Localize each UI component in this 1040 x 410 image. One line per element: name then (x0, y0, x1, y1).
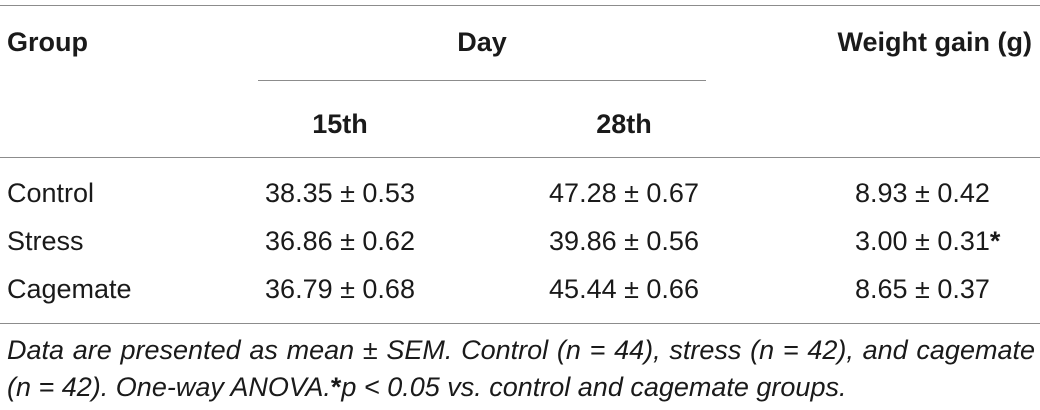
footnote-asterisk: * (330, 372, 342, 402)
footnote-text-before: Data are presented as mean ± SEM. Contro… (7, 335, 1035, 402)
row-control-day15: 38.35 ± 0.53 (265, 178, 415, 208)
row-stress-significance-mark: * (989, 226, 1001, 256)
day-span-rule (258, 80, 706, 81)
header-weight-gain: Weight gain (g) (837, 27, 1032, 57)
row-stress-weight-gain-value: 3.00 ± 0.31 (855, 226, 990, 256)
header-day-15: 15th (312, 109, 368, 139)
row-control-group: Control (7, 178, 95, 208)
row-control-day28: 47.28 ± 0.67 (549, 178, 699, 208)
row-control-weight-gain: 8.93 ± 0.42 (855, 177, 1005, 209)
row-cagemate-weight-gain-value: 8.65 ± 0.37 (855, 274, 990, 304)
header-day: Day (457, 27, 507, 57)
row-control-weight-gain-value: 8.93 ± 0.42 (855, 178, 990, 208)
row-stress-group: Stress (7, 226, 84, 256)
table-bottom-rule (0, 323, 1040, 324)
footnote-text-after: p < 0.05 vs. control and cagemate groups… (341, 372, 847, 402)
row-cagemate-weight-gain: 8.65 ± 0.37 (855, 273, 1005, 305)
header-group: Group (7, 27, 88, 57)
row-cagemate-day15: 36.79 ± 0.68 (265, 274, 415, 304)
row-stress-weight-gain: 3.00 ± 0.31* (855, 225, 1005, 257)
row-cagemate-day28: 45.44 ± 0.66 (549, 274, 699, 304)
table-footnote: Data are presented as mean ± SEM. Contro… (7, 332, 1035, 406)
row-stress-day28: 39.86 ± 0.56 (549, 226, 699, 256)
header-bottom-rule (0, 157, 1040, 158)
table-top-rule (0, 5, 1040, 6)
row-cagemate-group: Cagemate (7, 274, 132, 304)
header-day-28: 28th (596, 109, 652, 139)
row-stress-day15: 36.86 ± 0.62 (265, 226, 415, 256)
